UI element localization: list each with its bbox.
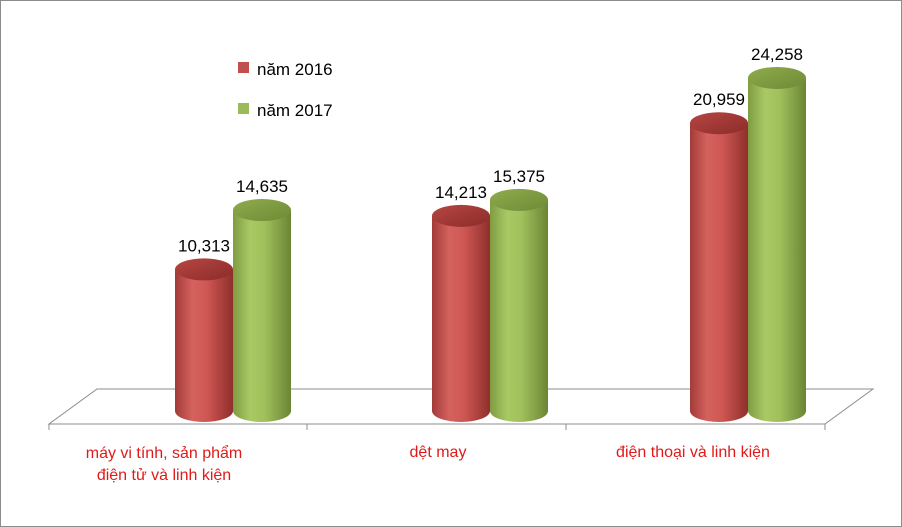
bar-body [233,210,291,422]
data-labels: 10,313 14,635 14,213 15,375 20,959 24,258 [178,45,803,255]
bar-top [432,204,490,227]
data-label-2016-cat-1: 14,213 [435,183,487,202]
bar-body [690,123,748,422]
bar-body [432,215,490,422]
bar-2017-cat-1 [490,188,548,422]
bar-body [175,269,233,422]
bar-2016-cat-1 [432,204,490,422]
legend-swatch-2016 [238,62,249,73]
category-label-2: điện thoại và linh kiện [616,444,770,461]
data-label-2017-cat-2: 24,258 [751,45,803,64]
bars-layer [175,66,806,423]
bar-2016-cat-2 [690,112,748,422]
bar-2017-cat-2 [748,66,806,423]
category-labels: máy vi tính, sản phẩm điện tử và linh kiệ… [86,444,770,484]
category-label-1: dệt may [410,444,467,461]
data-label-2017-cat-1: 15,375 [493,167,545,186]
data-label-2017-cat-0: 14,635 [236,177,288,196]
bar-top [748,66,806,89]
data-label-2016-cat-0: 10,313 [178,236,230,255]
legend-swatch-2017 [238,103,249,114]
bar-top [175,258,233,281]
category-label-0: máy vi tính, sản phẩm [86,444,243,462]
bar-top [490,188,548,211]
bar-top [690,112,748,135]
legend: năm 2016 năm 2017 [238,60,333,120]
bar-body [490,199,548,422]
bar-top [233,199,291,222]
bar-2017-cat-0 [233,199,291,422]
bar-body [748,77,806,423]
legend-label-2016: năm 2016 [257,60,333,79]
data-label-2016-cat-2: 20,959 [693,90,745,109]
legend-label-2017: năm 2017 [257,101,333,120]
category-label-0: điện tử và linh kiện [97,467,231,484]
bar-2016-cat-0 [175,258,233,422]
